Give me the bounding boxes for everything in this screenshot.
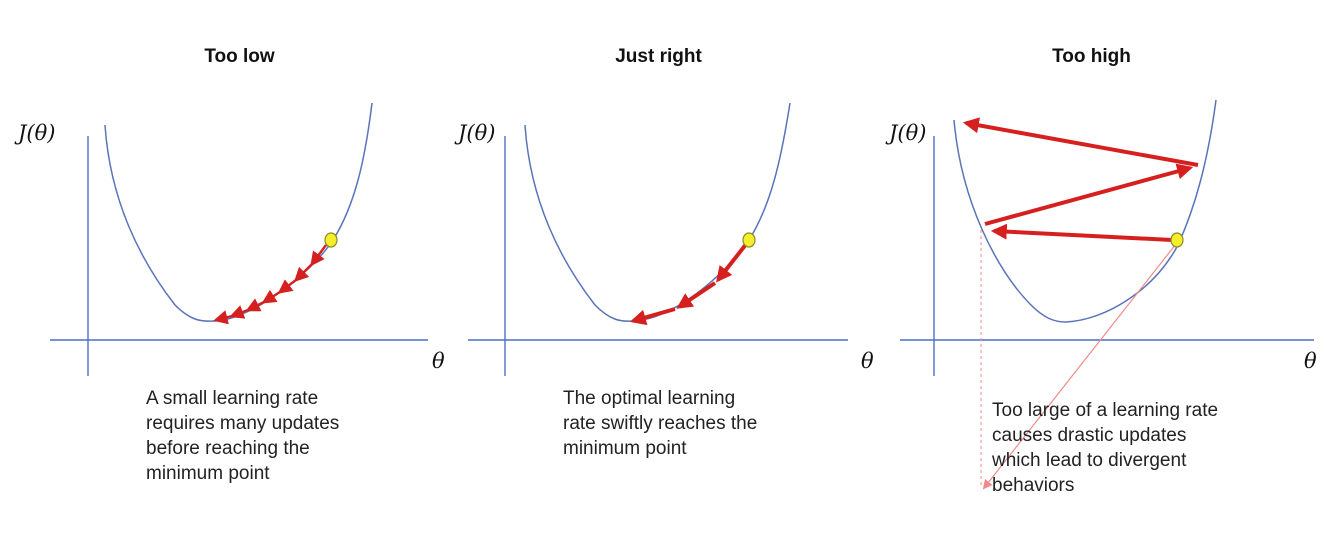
step-arrow [962, 117, 1199, 167]
caption: Too large of a learning rate causes dras… [992, 398, 1218, 498]
caption-line: before reaching the [146, 438, 310, 459]
step-arrow [229, 305, 249, 319]
caption-line: causes drastic updates [992, 425, 1187, 446]
x-axis-label: θ [1304, 349, 1317, 373]
step-arrow [310, 244, 327, 267]
optimal-steps [629, 241, 749, 326]
step-arrow [716, 241, 749, 283]
start-point [1170, 232, 1184, 248]
chart-too-high: J(θ) θ [885, 99, 1317, 490]
caption-line: rate swiftly reaches the [563, 413, 758, 434]
caption-line: behaviors [992, 475, 1075, 496]
cost-curve [104, 102, 373, 322]
panel-too-low: Too low J(θ) θ A small learning rate req… [0, 0, 445, 552]
step-arrow [213, 310, 233, 325]
step-arrow [984, 163, 1194, 226]
caption-line: which lead to divergent [992, 450, 1187, 471]
step-arrow [990, 223, 1173, 242]
chart-too-low: J(θ) θ [14, 102, 445, 376]
panel-title: Too low [204, 46, 275, 67]
cost-curve [953, 99, 1217, 323]
panel-title: Too high [1052, 46, 1131, 67]
panel-title: Just right [615, 46, 702, 67]
panel-just-right: Just right J(θ) θ The optimal learning r… [443, 0, 886, 552]
x-axis-label: θ [861, 349, 874, 373]
caption-line: The optimal learning [563, 388, 736, 409]
caption-line: requires many updates [146, 413, 340, 434]
caption: The optimal learning rate swiftly reache… [563, 386, 757, 461]
caption-line: minimum point [563, 438, 687, 459]
small-steps [213, 244, 327, 325]
step-arrow [629, 307, 676, 326]
chart-just-right: J(θ) θ [454, 102, 874, 376]
divergent-steps [962, 117, 1199, 242]
cost-curve [524, 102, 791, 322]
step-arrow [245, 298, 265, 312]
start-point [324, 232, 338, 248]
x-axis-label: θ [432, 349, 445, 373]
panel-too-high: Too high J(θ) θ Too large of a learning … [885, 0, 1329, 552]
caption-line: Too large of a learning rate [992, 400, 1219, 421]
caption-line: A small learning rate [146, 388, 319, 409]
caption: A small learning rate requires many upda… [146, 386, 339, 486]
step-arrow [261, 289, 281, 304]
y-axis-label: J(θ) [14, 121, 55, 145]
step-arrow [676, 281, 717, 309]
caption-line: minimum point [146, 463, 270, 484]
y-axis-label: J(θ) [885, 121, 926, 145]
y-axis-label: J(θ) [454, 121, 495, 145]
step-arrow [277, 279, 297, 294]
start-point [742, 232, 756, 248]
divergence-pointer [982, 243, 1177, 490]
step-arrow [293, 263, 313, 283]
